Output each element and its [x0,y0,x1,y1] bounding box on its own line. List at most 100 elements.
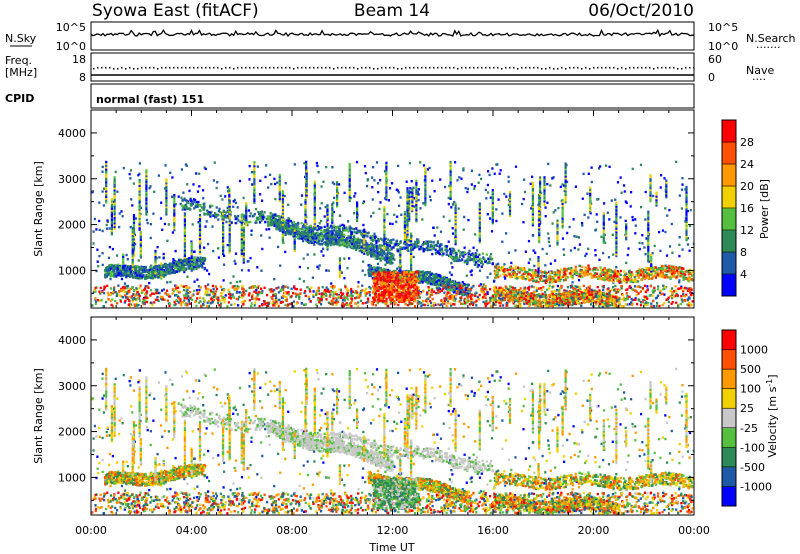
power-cell [680,188,684,191]
power-cell [387,238,390,241]
power-cell [372,211,375,215]
power-cell [581,275,584,279]
power-cell [535,279,538,282]
nave-dot [597,67,599,69]
power-cell [247,260,250,263]
power-cell [559,185,562,189]
power-cell [622,279,625,282]
power-cell [676,269,679,272]
power-cell [107,270,110,274]
power-cell [171,231,174,234]
power-cell [260,269,263,272]
power-cell [544,206,547,209]
nave-dot [433,67,435,69]
power-cell [507,180,510,183]
power-cell [349,236,352,239]
power-cell [438,279,441,282]
power-cell [624,273,627,277]
power-cell [328,226,331,230]
power-cell [629,205,632,208]
power-cell [586,270,590,273]
power-cell [680,270,683,273]
nave-dot [137,68,139,70]
nave-dot [589,68,591,70]
power-cell [685,269,689,272]
nave-dot [397,68,399,70]
power-cell [527,273,530,276]
power-cell [671,251,674,254]
power-cell [299,235,302,238]
power-cell [554,209,557,212]
power-cell [397,191,400,194]
power-cell [590,166,593,169]
power-cell [353,242,356,245]
power-cell [454,297,457,300]
power-cell [332,242,336,245]
nave-dot [269,67,271,69]
power-cell [473,185,476,188]
power-cell [641,242,644,245]
power-cell [489,255,492,259]
power-cell [668,268,671,272]
power-cell [184,203,187,207]
nave-dot [229,67,231,69]
nave-dot [609,67,611,69]
power-cell [343,277,346,280]
power-cell [156,268,159,271]
nave-dot [421,67,423,69]
power-cell [539,304,542,307]
power-cell [428,248,431,251]
power-cell [635,270,638,273]
power-cell [219,194,222,197]
date-title: 06/Oct/2010 [588,1,694,21]
power-cell [348,239,351,243]
power-cell [460,177,463,180]
power-cell [217,210,220,213]
power-cell [308,297,311,301]
power-cell [461,281,464,284]
power-cell [507,251,511,254]
power-cell [458,250,461,253]
nave-dot [101,67,103,69]
power-cell [340,243,343,247]
nave-dot [673,67,675,69]
power-cell [678,266,681,269]
power-cell [656,271,659,274]
power-cell [596,220,599,223]
power-cell [161,270,164,273]
power-cell [567,267,570,270]
power-cell [381,269,384,272]
power-cell [138,277,141,280]
power-cell [620,191,623,194]
power-cell [462,167,465,170]
power-cell [264,220,267,224]
power-cell [523,190,527,194]
power-cell [366,235,369,238]
power-cell [192,268,195,271]
power-cell [126,268,129,271]
power-cell [475,258,478,261]
power-cell [148,187,151,190]
power-cell [129,225,132,229]
power-cell [280,224,283,227]
power-cell [192,265,195,268]
power-cell [376,252,379,255]
power-cell [630,191,633,194]
power-cell [524,277,527,281]
power-cell [606,274,609,277]
power-cell [331,166,334,169]
power-cell [348,225,351,228]
power-cell [316,228,319,231]
power-cell [613,273,616,276]
nave-dot [533,67,535,69]
power-cell [537,274,540,277]
power-cell [602,271,605,274]
nave-dot [293,68,295,70]
power-cell [548,275,551,278]
power-cell [543,296,546,299]
power-cell [449,255,452,258]
power-cell [116,265,119,268]
power-cell [366,184,369,188]
power-cell [501,212,504,215]
power-cell [183,270,186,274]
